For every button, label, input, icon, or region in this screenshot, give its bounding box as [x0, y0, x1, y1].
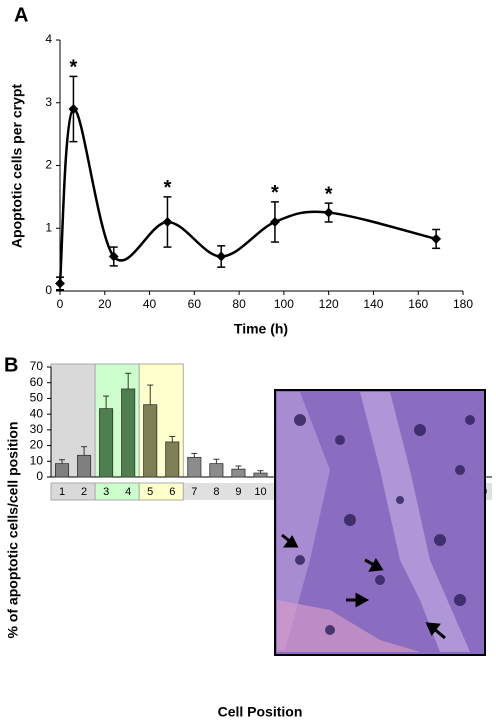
x-tick-label: 8 — [213, 486, 219, 498]
x-tick-label: 7 — [191, 486, 197, 498]
annotation: * — [271, 182, 279, 204]
marker — [55, 278, 65, 289]
x-tick-label: 1 — [59, 486, 65, 498]
bar — [165, 441, 180, 478]
bar — [99, 408, 114, 478]
marker — [269, 217, 280, 227]
highlight — [138, 482, 184, 501]
y-tick-label: 30 — [30, 422, 44, 436]
x-tick-label: 5 — [147, 486, 153, 498]
x-tick-label: 6 — [169, 486, 175, 498]
y-tick-label: 70 — [30, 359, 44, 373]
bar — [121, 388, 136, 478]
y-tick-label: 2 — [45, 158, 52, 172]
x-tick-label: 140 — [363, 297, 383, 311]
y-axis-title: Apoptotic cells per crypt — [9, 84, 25, 248]
marker — [216, 251, 227, 262]
x-tick-label: 40 — [143, 297, 157, 311]
panel-label: A — [14, 4, 28, 26]
x-tick-label: 0 — [57, 297, 64, 311]
marker — [431, 233, 442, 244]
x-tick-label: 180 — [453, 297, 473, 311]
x-tick-label: 9 — [235, 486, 241, 498]
marker — [162, 217, 173, 227]
y-tick-label: 10 — [30, 453, 44, 467]
y-tick-label: 20 — [30, 438, 44, 452]
x-tick-label: 80 — [232, 297, 246, 311]
highlight — [50, 482, 96, 501]
bar — [143, 404, 158, 478]
y-tick-label: 1 — [45, 220, 52, 234]
bar — [209, 463, 224, 478]
annotation: * — [164, 177, 172, 199]
bar — [231, 468, 246, 478]
x-tick-label: 3 — [103, 486, 109, 498]
panel-label: B — [4, 354, 18, 376]
x-tick-label: 100 — [274, 297, 294, 311]
marker — [68, 104, 79, 114]
x-tick-label: 10 — [254, 486, 266, 498]
bar — [55, 463, 70, 478]
bar — [77, 454, 92, 478]
y-tick-label: 0 — [36, 469, 43, 483]
x-axis-title: Cell Position — [218, 704, 303, 720]
y-tick-label: 40 — [30, 406, 44, 420]
y-tick-label: 3 — [45, 95, 52, 109]
x-tick-label: 60 — [188, 297, 202, 311]
x-axis-title: Time (h) — [234, 321, 288, 337]
highlight — [94, 482, 140, 501]
y-axis-title: % of apoptotic cells/cell position — [5, 421, 21, 638]
marker — [108, 251, 119, 262]
y-tick-label: 60 — [30, 375, 44, 389]
x-tick-label: 20 — [98, 297, 112, 311]
bar — [253, 472, 268, 478]
marker — [323, 207, 334, 218]
annotation: * — [325, 183, 333, 205]
x-tick-label: 2 — [81, 486, 87, 498]
annotation: * — [70, 57, 78, 79]
bar — [187, 456, 202, 478]
y-tick-label: 50 — [30, 391, 44, 405]
x-tick-label: 4 — [125, 486, 131, 498]
x-tick-label: 120 — [319, 297, 339, 311]
y-tick-label: 4 — [45, 32, 52, 46]
y-tick-label: 0 — [45, 283, 52, 297]
micrograph — [274, 389, 486, 656]
x-tick-label: 160 — [408, 297, 428, 311]
